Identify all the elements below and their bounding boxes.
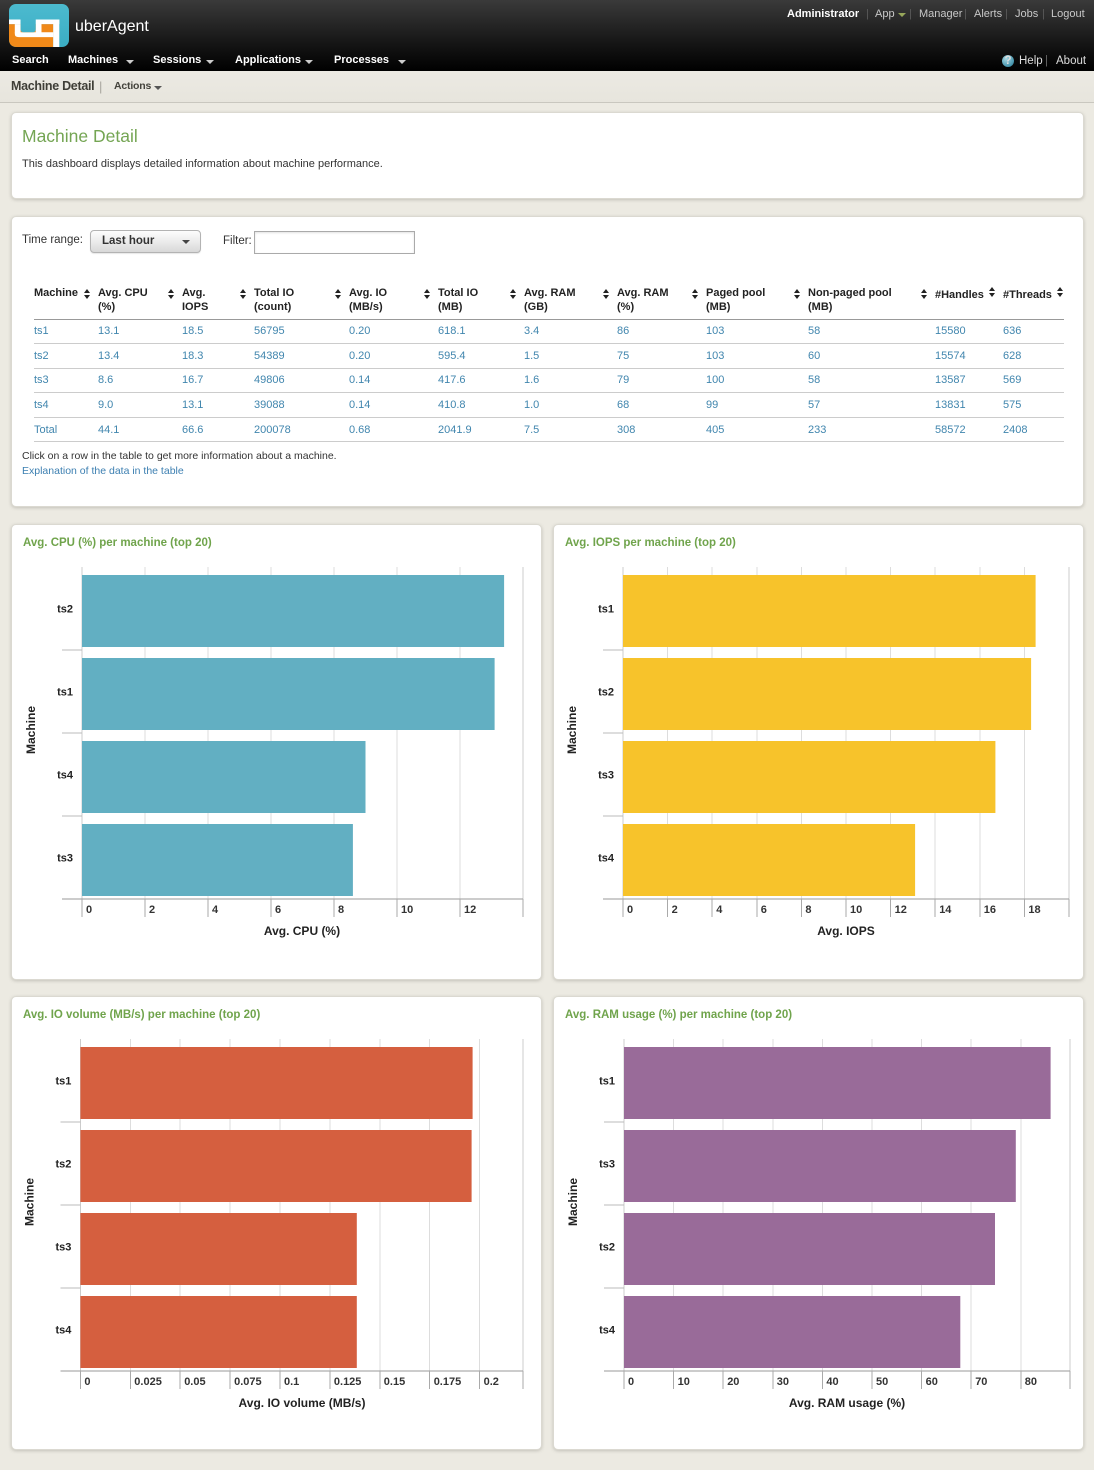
svg-text:6: 6 [761,904,767,916]
svg-text:10: 10 [678,1376,690,1388]
svg-text:20: 20 [727,1376,739,1388]
svg-text:12: 12 [895,904,907,916]
svg-text:0: 0 [84,1376,90,1388]
svg-text:4: 4 [212,904,219,916]
svg-text:80: 80 [1025,1376,1037,1388]
svg-text:ts1: ts1 [55,1076,71,1088]
svg-text:0: 0 [628,1376,634,1388]
svg-text:Avg. CPU (%): Avg. CPU (%) [264,924,340,938]
svg-text:10: 10 [401,904,413,916]
svg-text:50: 50 [876,1376,888,1388]
svg-text:10: 10 [850,904,862,916]
svg-text:ts4: ts4 [55,1325,72,1337]
svg-text:0: 0 [627,904,633,916]
svg-text:Machine: Machine [22,1178,36,1226]
svg-text:0: 0 [86,904,92,916]
svg-text:ts4: ts4 [57,770,74,782]
svg-text:0.05: 0.05 [184,1376,205,1388]
svg-text:0.025: 0.025 [134,1376,162,1388]
svg-text:4: 4 [716,904,723,916]
svg-text:0.125: 0.125 [334,1376,362,1388]
svg-text:0.1: 0.1 [284,1376,299,1388]
svg-text:0.075: 0.075 [234,1376,262,1388]
svg-text:Machine: Machine [24,706,38,754]
svg-text:ts1: ts1 [598,604,614,616]
svg-text:8: 8 [338,904,344,916]
svg-text:12: 12 [464,904,476,916]
svg-text:0.2: 0.2 [484,1376,499,1388]
svg-text:16: 16 [984,904,996,916]
svg-text:14: 14 [939,904,952,916]
svg-text:2: 2 [672,904,678,916]
svg-text:Avg. IO volume (MB/s): Avg. IO volume (MB/s) [239,1396,366,1410]
svg-text:ts1: ts1 [57,687,73,699]
svg-text:ts3: ts3 [599,1159,615,1171]
svg-text:ts3: ts3 [598,770,614,782]
svg-text:ts2: ts2 [55,1159,71,1171]
svg-text:Avg. IOPS: Avg. IOPS [817,924,875,938]
svg-text:18: 18 [1028,904,1040,916]
svg-text:ts4: ts4 [599,1325,616,1337]
svg-text:0.15: 0.15 [384,1376,405,1388]
svg-text:6: 6 [275,904,281,916]
svg-text:Avg. RAM usage (%): Avg. RAM usage (%) [789,1396,905,1410]
svg-text:ts3: ts3 [55,1242,71,1254]
svg-text:40: 40 [826,1376,838,1388]
svg-text:Machine: Machine [565,706,579,754]
svg-text:ts4: ts4 [598,853,615,865]
svg-text:70: 70 [975,1376,987,1388]
svg-text:Machine: Machine [566,1178,580,1226]
svg-text:60: 60 [926,1376,938,1388]
svg-text:ts2: ts2 [598,687,614,699]
svg-text:ts3: ts3 [57,853,73,865]
svg-text:ts1: ts1 [599,1076,615,1088]
svg-text:0.175: 0.175 [434,1376,462,1388]
svg-text:8: 8 [805,904,811,916]
svg-text:ts2: ts2 [57,604,73,616]
svg-text:30: 30 [777,1376,789,1388]
svg-text:2: 2 [149,904,155,916]
svg-text:ts2: ts2 [599,1242,615,1254]
